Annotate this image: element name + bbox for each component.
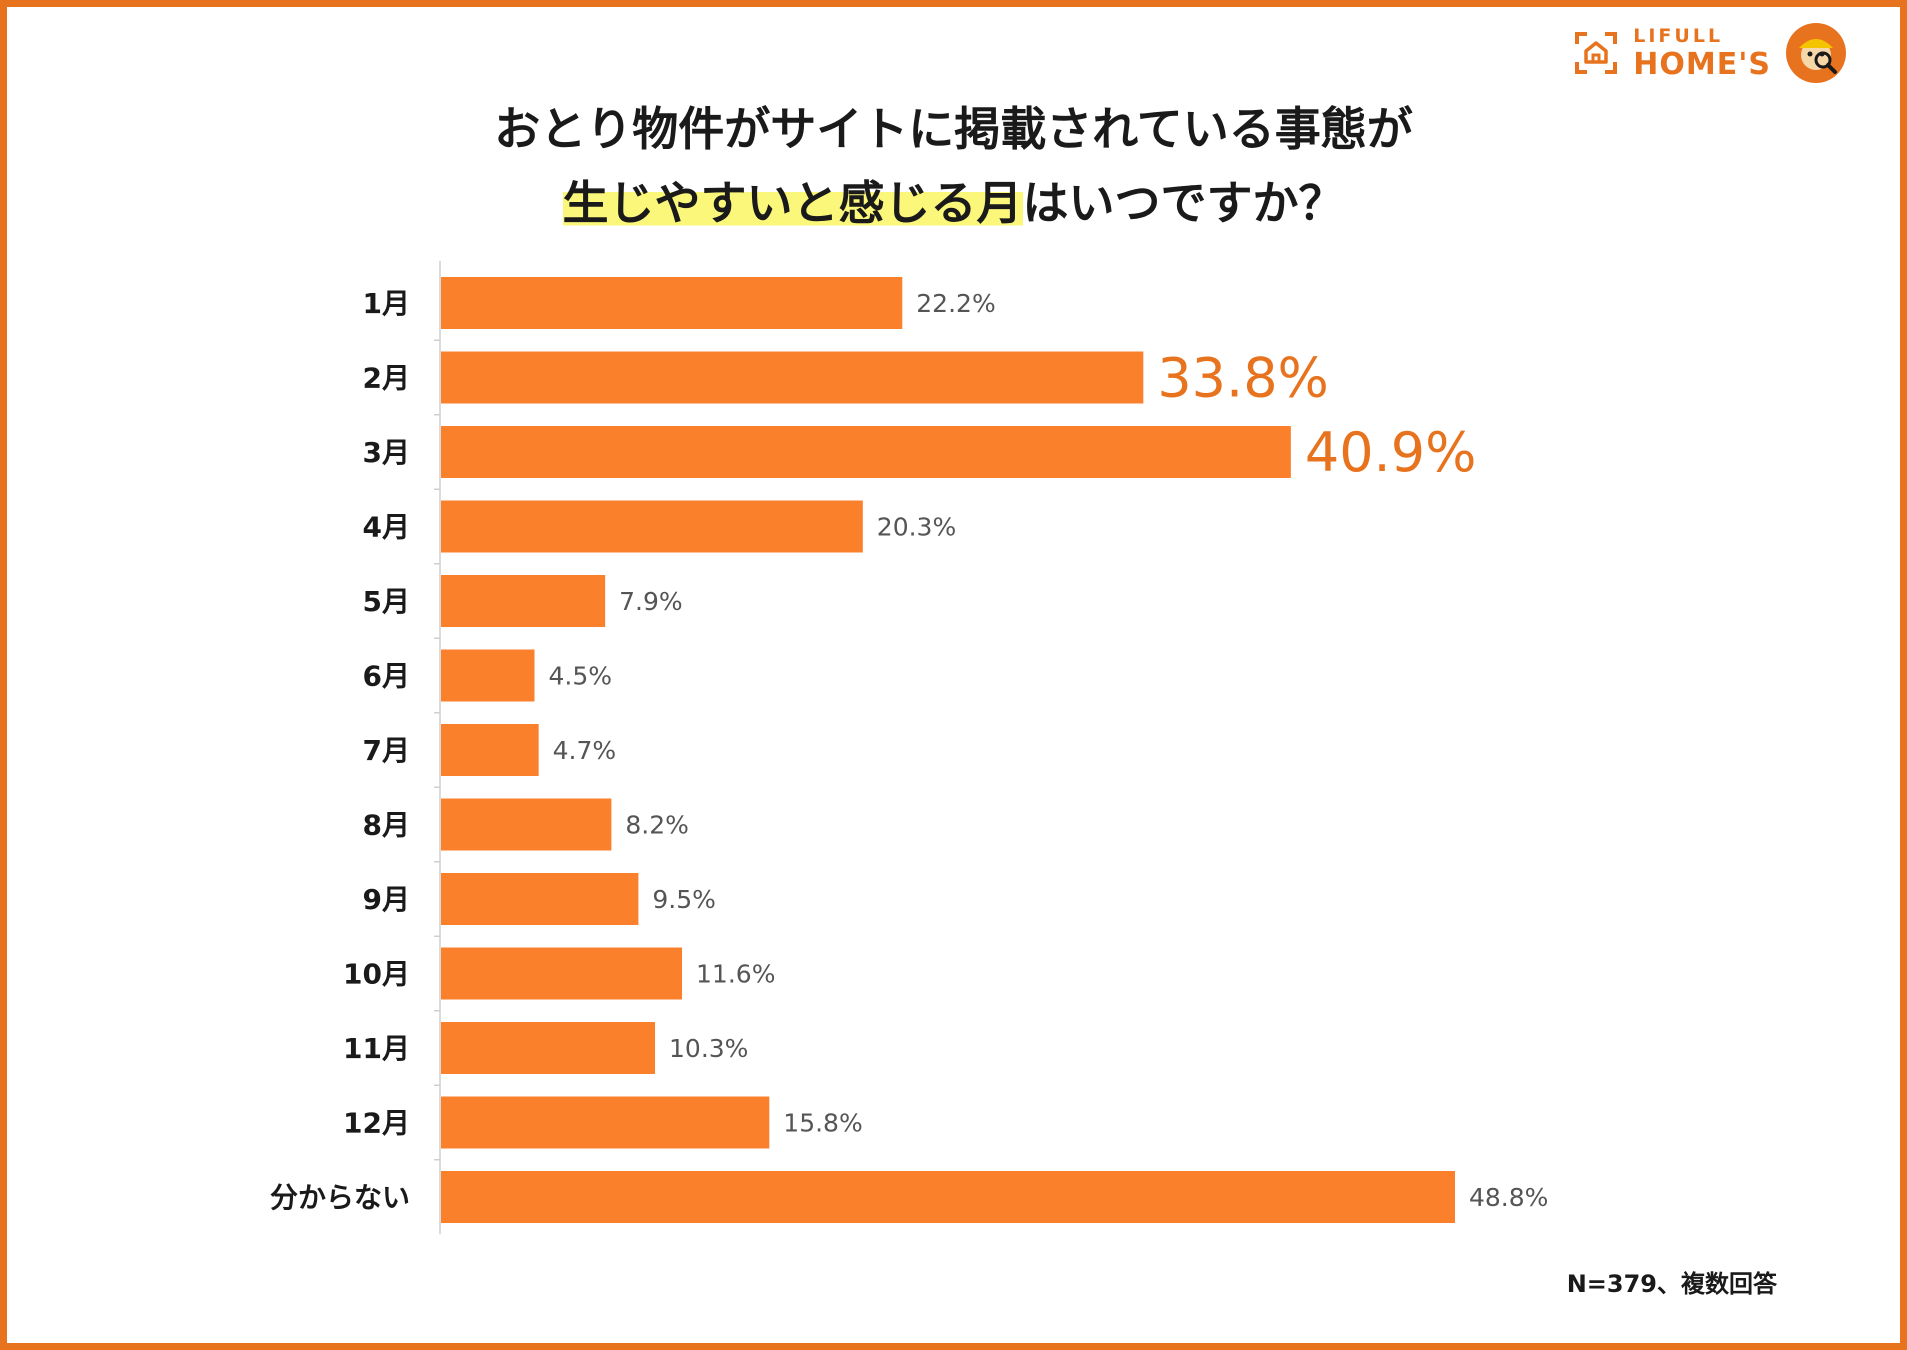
value-label: 4.5% xyxy=(549,662,613,691)
bar xyxy=(441,426,1291,478)
bar xyxy=(441,500,863,553)
value-label: 20.3% xyxy=(877,513,956,542)
category-label: 10月 xyxy=(343,958,410,991)
bar xyxy=(441,798,612,851)
bar xyxy=(441,724,539,776)
logo-small-text: LIFULL xyxy=(1633,24,1724,47)
house-icon xyxy=(1575,32,1618,74)
value-label: 48.8% xyxy=(1469,1183,1548,1212)
mascot-icon xyxy=(1786,23,1846,83)
category-label: 1月 xyxy=(363,287,410,320)
bar xyxy=(441,1096,770,1149)
bar xyxy=(441,575,606,627)
bar xyxy=(441,649,535,702)
bar xyxy=(441,1171,1455,1223)
category-label: 4月 xyxy=(363,511,410,544)
sample-footnote: N=379、複数回答 xyxy=(1566,1270,1777,1298)
title-highlight: 生じやすいと感じる月 xyxy=(562,176,1023,230)
value-label: 10.3% xyxy=(669,1034,748,1063)
category-label: 12月 xyxy=(343,1107,410,1140)
bar xyxy=(441,873,639,925)
value-label: 40.9% xyxy=(1305,421,1477,484)
value-label: 7.9% xyxy=(619,587,683,616)
chart-title: おとり物件がサイトに掲載されている事態が 生じやすいと感じる月はいつですか？ xyxy=(0,92,1907,240)
value-label: 15.8% xyxy=(783,1109,862,1138)
value-label: 33.8% xyxy=(1157,347,1329,410)
category-label: 5月 xyxy=(363,585,410,618)
title-line-2: 生じやすいと感じる月はいつですか？ xyxy=(0,166,1907,240)
category-label: 9月 xyxy=(363,883,410,916)
title-line-2-rest: はいつですか？ xyxy=(1022,176,1345,230)
bar xyxy=(441,277,903,329)
bar xyxy=(441,1022,656,1074)
bar xyxy=(441,351,1144,404)
title-line-1: おとり物件がサイトに掲載されている事態が xyxy=(494,102,1413,156)
value-label: 22.2% xyxy=(916,289,995,318)
category-label: 2月 xyxy=(363,362,410,395)
category-label: 11月 xyxy=(343,1032,410,1065)
value-label: 4.7% xyxy=(553,736,617,765)
value-label: 9.5% xyxy=(652,885,716,914)
value-label: 11.6% xyxy=(696,960,775,989)
category-label: 8月 xyxy=(363,809,410,842)
value-label: 8.2% xyxy=(625,811,689,840)
lifull-homes-logo: LIFULL HOME'S xyxy=(1573,22,1847,84)
logo-big-text: HOME'S xyxy=(1633,46,1771,82)
category-label: 3月 xyxy=(363,436,410,469)
bar xyxy=(441,947,683,1000)
category-label: 6月 xyxy=(363,660,410,693)
category-label: 分からない xyxy=(270,1181,410,1214)
category-label: 7月 xyxy=(363,734,410,767)
